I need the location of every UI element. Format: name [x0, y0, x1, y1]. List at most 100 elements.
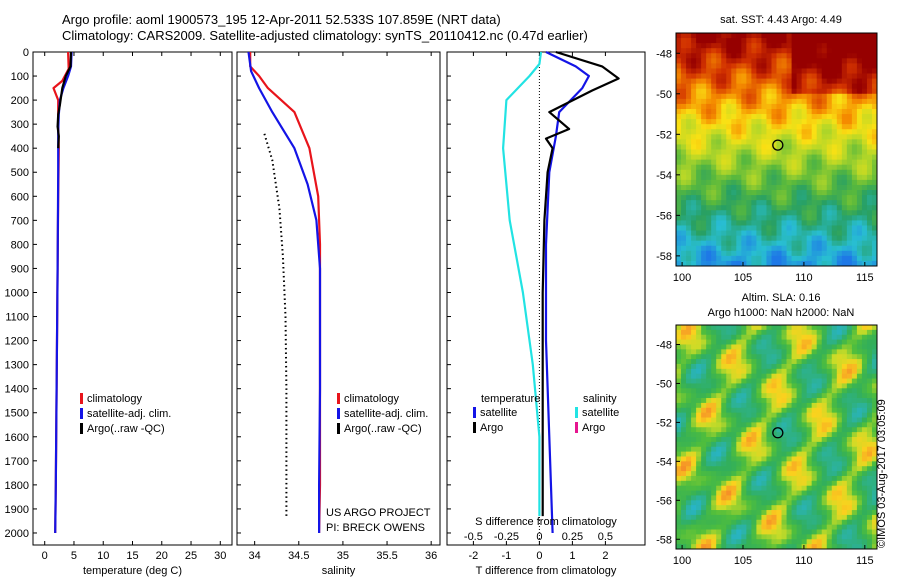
- ytick-label-5: 500: [11, 167, 29, 179]
- difference-legend-s-argo-swatch: [575, 422, 578, 433]
- sst-map-xtick-label-1: 105: [734, 272, 752, 284]
- sst-map-ytick-label-3: -54: [656, 170, 672, 182]
- difference-series-1: [541, 50, 620, 517]
- temperature-xtick-label-5: 25: [185, 550, 197, 562]
- sla-map-xtick-label-1: 105: [734, 555, 752, 567]
- sla-map-ytick-label-0: -48: [656, 339, 672, 351]
- difference-top-tick-label-2: 0: [536, 531, 542, 543]
- difference-xtick-label-2: 0: [536, 550, 542, 562]
- temperature-legend-1-label: satellite-adj. clim.: [87, 408, 171, 420]
- ytick-label-8: 800: [11, 239, 29, 251]
- difference-xtick-label-3: 1: [569, 550, 575, 562]
- salinity-legend-1-swatch: [337, 408, 340, 419]
- temperature-xtick-label-0: 0: [42, 550, 48, 562]
- sla-map-xtick-label-2: 110: [795, 555, 813, 567]
- difference-series-0: [544, 51, 591, 534]
- difference-top-tick-label-3: 0.25: [562, 531, 583, 543]
- sst-map-frame: [675, 32, 878, 267]
- ytick-label-9: 900: [11, 263, 29, 275]
- ytick-label-12: 1200: [5, 336, 29, 348]
- temperature-xtick-label-1: 5: [71, 550, 77, 562]
- sla-map-xtick-label-0: 100: [673, 555, 691, 567]
- difference-top-tick-label-4: 0.5: [598, 531, 613, 543]
- salinity-frame: [236, 51, 441, 546]
- difference-legend-header-temperature: temperature: [481, 393, 540, 405]
- ytick-label-16: 1600: [5, 432, 29, 444]
- temperature-series-2: [56, 51, 73, 149]
- difference-legend-s-satellite-label: satellite: [582, 407, 619, 419]
- salinity-xtick-label-2: 35: [337, 550, 349, 562]
- salinity-xtick-label-0: 34: [249, 550, 261, 562]
- sla-map-ytick-label-5: -58: [656, 534, 672, 546]
- temperature-legend-2-swatch: [80, 423, 83, 434]
- salinity-annotation-line1: US ARGO PROJECT: [326, 507, 431, 519]
- sla-map-cells: [676, 325, 878, 550]
- salinity-series-1: [247, 51, 322, 533]
- difference-xtick-label-1: -1: [502, 550, 512, 562]
- difference-legend-t-argo-label: Argo: [480, 422, 503, 434]
- sla-map-title-line2: Argo h1000: NaN h2000: NaN: [707, 307, 855, 319]
- salinity-legend-1-label: satellite-adj. clim.: [344, 408, 428, 420]
- sst-map-xtick-label-3: 115: [856, 272, 874, 284]
- temperature-legend-0-label: climatology: [87, 393, 143, 405]
- temperature-legend-1-swatch: [80, 408, 83, 419]
- ytick-label-13: 1300: [5, 360, 29, 372]
- sla-map-ytick-label-1: -50: [656, 378, 672, 390]
- sst-map-ytick-label-4: -56: [656, 210, 672, 222]
- ytick-label-17: 1700: [5, 456, 29, 468]
- temperature-legend-0-swatch: [80, 393, 83, 404]
- sst-map-ytick-label-2: -52: [656, 129, 672, 141]
- salinity-xtick-label-4: 36: [425, 550, 437, 562]
- sst-map-xtick-label-0: 100: [673, 272, 691, 284]
- sst-map-ytick-label-1: -50: [656, 89, 672, 101]
- salinity-xtick-label-1: 34.5: [288, 550, 309, 562]
- ytick-label-6: 600: [11, 191, 29, 203]
- ytick-label-19: 1900: [5, 504, 29, 516]
- ytick-label-4: 400: [11, 143, 29, 155]
- temperature-xlabel: temperature (deg C): [83, 565, 182, 577]
- difference-xlabel: T difference from climatology: [476, 565, 617, 577]
- difference-legend-t-satellite-swatch: [473, 407, 476, 418]
- sst-map-ytick-label-0: -48: [656, 48, 672, 60]
- temperature-xtick-label-6: 30: [214, 550, 226, 562]
- ytick-label-3: 300: [11, 119, 29, 131]
- salinity-annotation-line2: PI: BRECK OWENS: [326, 522, 425, 534]
- difference-top-tick-label-1: -0.25: [494, 531, 519, 543]
- sst-map-xtick-label-2: 110: [795, 272, 813, 284]
- salinity-xlabel: salinity: [322, 565, 356, 577]
- ytick-label-15: 1500: [5, 408, 29, 420]
- difference-xtick-label-4: 2: [602, 550, 608, 562]
- salinity-legend-0-swatch: [337, 393, 340, 404]
- temperature-xtick-label-2: 10: [97, 550, 109, 562]
- sst-map-ytick-label-5: -58: [656, 251, 672, 263]
- sla-map-ytick-label-3: -54: [656, 456, 672, 468]
- difference-legend-t-satellite-label: satellite: [480, 407, 517, 419]
- difference-series-2: [502, 51, 543, 517]
- ytick-label-7: 700: [11, 215, 29, 227]
- sst-map-cells: [676, 33, 878, 267]
- sla-map-xtick-label-3: 115: [856, 555, 874, 567]
- sst-map-title: sat. SST: 4.43 Argo: 4.49: [720, 14, 842, 26]
- salinity-series-2: [263, 133, 288, 517]
- ytick-label-18: 1800: [5, 480, 29, 492]
- sla-map-ytick-label-2: -52: [656, 417, 672, 429]
- ytick-label-0: 0: [23, 47, 29, 59]
- temperature-xtick-label-3: 15: [126, 550, 138, 562]
- chart-title-line1: Argo profile: aoml 1900573_195 12-Apr-20…: [62, 12, 501, 27]
- sla-map-ytick-label-4: -56: [656, 495, 672, 507]
- salinity-legend-0-label: climatology: [344, 393, 400, 405]
- difference-legend-s-satellite-swatch: [575, 407, 578, 418]
- ytick-label-11: 1100: [5, 312, 29, 324]
- salinity-legend-2-swatch: [337, 423, 340, 434]
- ytick-label-1: 100: [11, 71, 29, 83]
- ytick-label-2: 200: [11, 95, 29, 107]
- salinity-xtick-label-3: 35.5: [376, 550, 397, 562]
- difference-top-tick-label-0: -0.5: [464, 531, 483, 543]
- difference-legend-t-argo-swatch: [473, 422, 476, 433]
- salinity-legend-2-label: Argo(..raw -QC): [344, 423, 422, 435]
- sla-map-frame: [675, 324, 878, 550]
- chart-title-line2: Climatology: CARS2009. Satellite-adjuste…: [62, 28, 588, 43]
- difference-xlabel-top: S difference from climatology: [475, 516, 617, 528]
- sla-map-float-marker: [772, 427, 784, 439]
